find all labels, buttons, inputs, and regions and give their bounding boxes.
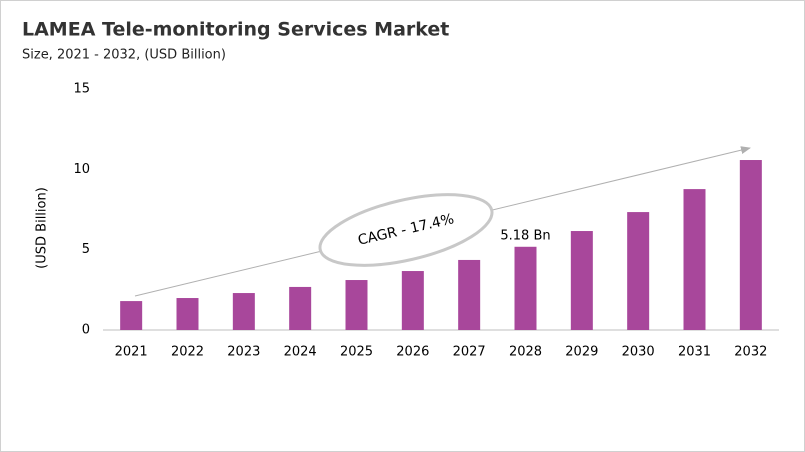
x-tick-label: 2031 [678,345,711,360]
cagr-ellipse [318,193,494,267]
bar [683,189,706,330]
y-tick-label: 5 [82,242,90,257]
x-tick-label: 2021 [115,345,148,360]
bar [739,160,762,330]
x-tick-label: 2030 [622,345,655,360]
x-tick-label: 2023 [227,345,260,360]
bar [345,280,368,330]
bar [232,293,255,330]
x-tick-label: 2032 [734,345,767,360]
bar [289,286,312,330]
bar [458,259,481,330]
chart-title: LAMEA Tele-monitoring Services Market [22,19,449,41]
y-axis-label: (USD Billion) [35,187,50,269]
bar [627,212,650,330]
bar [401,271,424,330]
bar [120,301,143,330]
bar [570,231,593,330]
bar [514,246,537,330]
x-tick-label: 2024 [284,345,317,360]
x-tick-label: 2025 [340,345,373,360]
data-label: 5.18 Bn [500,228,550,243]
chart-subtitle: Size, 2021 - 2032, (USD Billion) [22,48,226,63]
y-tick-label: 0 [82,323,90,338]
x-tick-label: 2022 [171,345,204,360]
x-tick-label: 2029 [565,345,598,360]
y-tick-label: 15 [73,82,90,97]
bar [176,298,199,330]
x-tick-label: 2026 [396,345,429,360]
x-tick-label: 2028 [509,345,542,360]
y-tick-label: 10 [73,162,90,177]
x-tick-label: 2027 [453,345,486,360]
